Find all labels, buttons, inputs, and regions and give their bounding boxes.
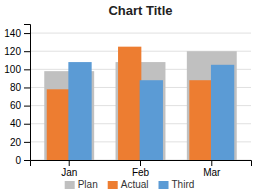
x-tick-mark [211,160,212,166]
bar [118,47,141,160]
x-axis-line [31,161,252,167]
grid [30,33,251,160]
y-axis: 0 20 40 60 80 100 120 140 [4,25,30,166]
bar [211,65,234,160]
x-tick-label: Feb [132,167,150,178]
y-tick-label: 60 [10,100,22,111]
y-tick-label: 120 [4,46,21,57]
chart: 0 20 40 60 80 100 120 140 Jan Feb Mar Chart Title Pl… [0,0,259,194]
legend-swatch [159,181,169,189]
y-tick-label: 140 [4,28,21,39]
x-tick-mark [140,160,141,166]
y-tick-label: 80 [10,82,22,93]
y-tick-mark [24,124,30,125]
legend-label: Third [172,179,195,190]
bar [187,51,237,160]
legend-item: Actual [108,179,149,190]
x-tick-label: Mar [203,167,221,178]
y-tick-mark [24,87,30,88]
legend-label: Actual [121,179,149,190]
y-tick: 80 [10,82,30,93]
y-tick-label: 100 [4,64,21,75]
x-axis: Jan Feb Mar [31,160,252,178]
y-tick-label: 20 [10,137,22,148]
bar [140,80,163,160]
y-tick-mark [24,160,30,161]
y-tick: 120 [4,46,30,57]
y-tick-label: 0 [15,155,21,166]
legend-swatch [65,181,75,189]
y-tick: 40 [10,118,30,129]
grid-line [30,33,251,34]
bar [47,89,70,160]
y-tick: 0 [15,155,30,166]
title: Chart Title [108,3,172,18]
y-tick-mark [24,106,30,107]
y-tick: 60 [10,100,30,111]
y-tick-mark [24,33,30,34]
bars [44,47,236,160]
legend-item: Plan [65,179,98,190]
bar [189,80,212,160]
x-tick-mark [69,160,70,166]
y-tick-mark [24,51,30,52]
x-tick: Mar [203,160,221,178]
legend-swatch [108,181,118,189]
legend-item: Third [159,179,195,190]
x-tick: Jan [61,160,77,178]
y-tick: 140 [4,28,30,39]
y-tick: 100 [4,64,30,75]
legend-label: Plan [78,179,98,190]
x-tick: Feb [132,160,150,178]
y-tick-label: 40 [10,118,22,129]
y-axis-line [24,25,31,161]
x-tick-label: Jan [61,167,77,178]
y-tick-mark [24,69,30,70]
y-tick: 20 [10,137,30,148]
legend: Plan Actual Third [65,179,195,190]
bar [68,62,91,160]
y-tick-mark [24,142,30,143]
